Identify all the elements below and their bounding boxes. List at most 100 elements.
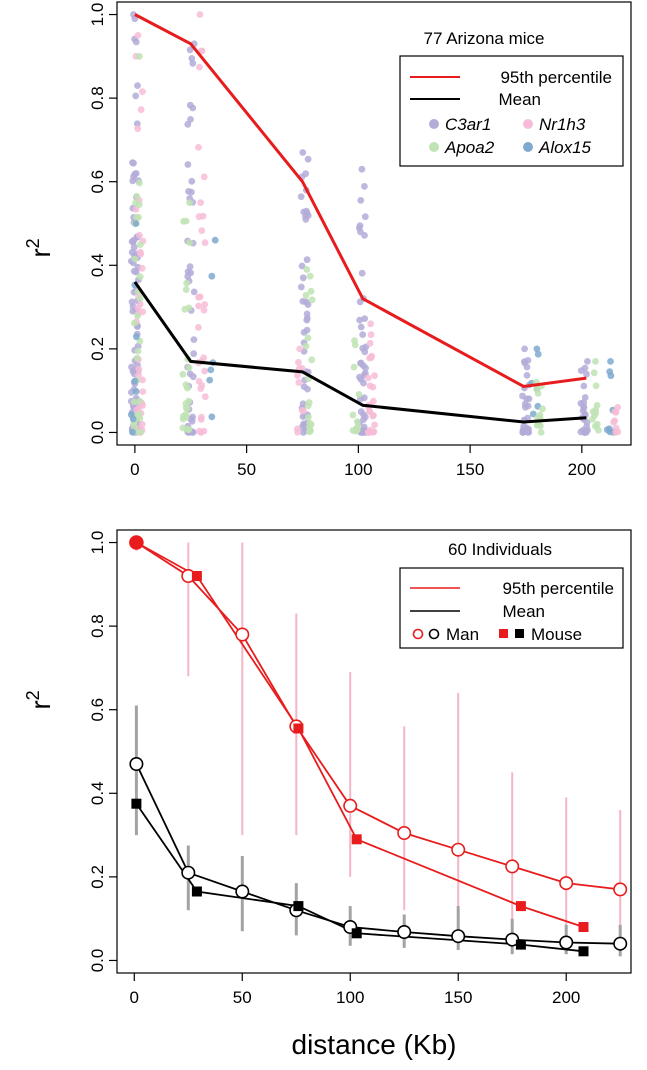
scatter-point-c3ar1 [128,298,136,306]
scatter-point-c3ar1 [299,149,307,156]
scatter-point-nr1h3 [367,320,374,328]
scatter-point-c3ar1 [358,269,366,277]
scatter-point-alox15 [206,376,214,384]
legend-alox15-marker [523,142,533,152]
x-tick-label: 100 [344,460,372,479]
scatter-point-apoa2 [355,391,363,398]
svg-text:r2: r2 [23,238,56,257]
scatter-point-c3ar1 [577,400,585,407]
y-tick-label: 0.4 [88,781,107,805]
y-tick-label: 0.0 [88,949,107,973]
scatter-point-nr1h3 [195,294,202,301]
scatter-point-nr1h3 [371,372,378,380]
scatter-point-apoa2 [302,342,310,350]
scatter-point-apoa2 [179,415,187,423]
scatter-point-c3ar1 [189,413,197,421]
scatter-point-apoa2 [539,405,546,413]
x-axis-label: distance (Kb) [292,1029,457,1060]
scatter-point-c3ar1 [303,207,310,215]
x-tick-label: 50 [237,460,256,479]
marker-mouse [515,901,526,912]
scatter-point-c3ar1 [190,336,198,343]
scatter-point-apoa2 [131,255,139,263]
scatter-point-nr1h3 [139,88,146,95]
scatter-point-apoa2 [185,425,193,433]
scatter-point-c3ar1 [299,274,307,282]
scatter-point-apoa2 [135,201,143,209]
y-axis: 0.0 0.2 0.4 0.6 0.8 1.0 [88,531,117,973]
scatter-point-c3ar1 [300,329,308,336]
scatter-point-c3ar1 [523,363,531,371]
scatter-point-apoa2 [134,347,142,355]
scatter-point-apoa2 [136,397,144,405]
scatter-point-apoa2 [136,179,143,187]
y-tick-label: 0.6 [88,698,107,722]
scatter-point-nr1h3 [294,428,301,436]
y-tick-label: 0.8 [88,86,107,110]
scatter-point-c3ar1 [523,395,530,403]
marker-mouse [578,946,589,957]
scatter-point-c3ar1 [130,236,138,244]
scatter-point-nr1h3 [195,213,203,221]
legend-nr1h3-marker [523,119,533,129]
scatter-point-nr1h3 [200,173,208,181]
scatter-point-nr1h3 [201,393,209,401]
scatter-point-c3ar1 [299,429,307,436]
scatter-point-c3ar1 [356,222,364,230]
marker-man [181,865,196,880]
y-axis-title: r2 [23,238,56,257]
legend-mouse-black-marker [515,629,524,638]
scatter-point-nr1h3 [612,409,620,416]
scatter-point-nr1h3 [139,376,146,384]
scatter-point-apoa2 [136,295,144,302]
scatter-point-c3ar1 [360,423,368,431]
scatter-point-apoa2 [133,192,141,200]
scatter-point-apoa2 [133,354,141,362]
series-markers [129,535,628,957]
scatter-point-c3ar1 [361,183,368,190]
scatter-point-c3ar1 [184,120,192,128]
y-axis-label-sup: 2 [23,690,43,700]
series-line-mean [133,281,587,424]
scatter-point-alox15 [533,345,541,353]
scatter-point-nr1h3 [201,239,209,247]
scatter-point-c3ar1 [519,429,527,436]
scatter-point-nr1h3 [136,231,143,239]
scatter-point-c3ar1 [188,55,196,62]
scatter-point-c3ar1 [356,316,364,324]
scatter-point-c3ar1 [302,215,310,223]
scatter-point-c3ar1 [304,155,312,163]
marker-man [343,798,358,813]
scatter-point-c3ar1 [130,159,137,167]
scatter-point-apoa2 [349,427,357,434]
scatter-point-c3ar1 [581,429,588,436]
scatter-point-c3ar1 [360,416,367,423]
scatter-point-c3ar1 [577,367,585,374]
scatter-point-nr1h3 [296,345,304,353]
scatter-point-apoa2 [351,341,359,349]
scatter-point-c3ar1 [523,372,531,379]
scatter-point-apoa2 [179,370,187,378]
scatter-point-apoa2 [182,400,190,408]
scatter-points [127,11,622,436]
scatter-point-apoa2 [304,402,312,410]
scatter-point-nr1h3 [295,358,302,366]
legend-mean-label: Mean [502,602,545,621]
marker-mouse [351,834,362,845]
y-axis-label: r [25,248,56,257]
scatter-point-nr1h3 [294,372,301,379]
scatter-point-c3ar1 [184,161,192,168]
scatter-point-c3ar1 [521,358,528,365]
scatter-point-alox15 [207,366,215,374]
scatter-point-c3ar1 [359,331,367,338]
scatter-point-apoa2 [308,296,316,304]
scatter-point-c3ar1 [304,301,312,308]
scatter-point-apoa2 [592,358,599,365]
x-axis: 0 50 100 150 200 [130,445,596,479]
scatter-point-c3ar1 [584,358,591,365]
scatter-point-c3ar1 [360,394,368,402]
scatter-point-nr1h3 [367,354,375,362]
marker-man [613,882,628,897]
scatter-point-nr1h3 [135,371,142,379]
scatter-point-c3ar1 [583,423,590,430]
